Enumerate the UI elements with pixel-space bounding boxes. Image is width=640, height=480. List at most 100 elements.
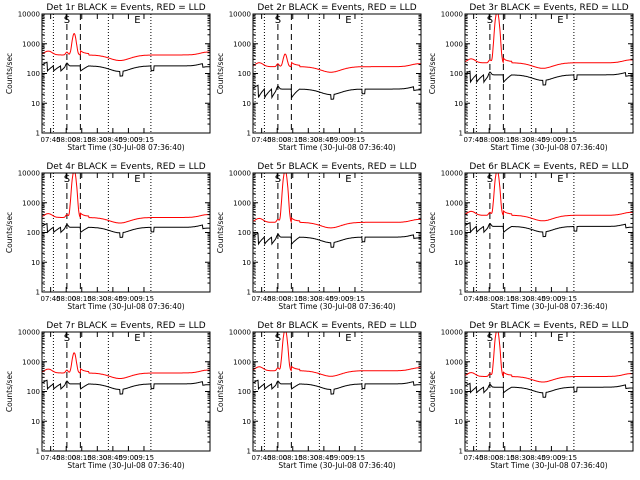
curves xyxy=(42,33,210,77)
panel: Det 9r BLACK = Events, RED = LLD 1 10 100 10… xyxy=(428,321,634,470)
x-axis-label: Start Time (30-Jul-08 07:36:40) xyxy=(490,461,607,470)
x-tick-label: 09:00 xyxy=(118,136,138,144)
x-tick-label: 09:15 xyxy=(134,454,154,462)
events-series-line xyxy=(253,84,421,100)
time-marker-label: S xyxy=(64,15,70,26)
x-tick-label: 09:00 xyxy=(541,454,561,462)
x-tick-label: 08:30 xyxy=(298,454,318,462)
x-tick-label: 09:00 xyxy=(541,295,561,303)
y-tick-label: 1000 xyxy=(22,358,40,366)
x-axis-label: Start Time (30-Jul-08 07:36:40) xyxy=(278,461,395,470)
panel-title: Det 9r BLACK = Events, RED = LLD xyxy=(469,321,628,331)
x-axis-label: Start Time (30-Jul-08 07:36:40) xyxy=(490,143,607,152)
y-tick-label: 1000 xyxy=(233,40,251,48)
panel-title: Det 3r BLACK = Events, RED = LLD xyxy=(469,3,628,13)
x-tick-label: 09:00 xyxy=(118,454,138,462)
y-tick-label: 10000 xyxy=(441,329,463,337)
lld-series-line xyxy=(465,332,633,383)
x-tick-label: 09:15 xyxy=(345,295,365,303)
x-axis-label: Start Time (30-Jul-08 07:36:40) xyxy=(278,143,395,152)
y-tick-label: 1000 xyxy=(22,40,40,48)
y-tick-label: 1000 xyxy=(233,358,251,366)
y-tick-label: 10 xyxy=(31,418,40,426)
panel-title: Det 7r BLACK = Events, RED = LLD xyxy=(46,321,205,331)
panel-title: Det 4r BLACK = Events, RED = LLD xyxy=(46,162,205,172)
x-tick-label: 08:45 xyxy=(103,136,123,144)
panel: Det 7r BLACK = Events, RED = LLD 1 10 100 10… xyxy=(5,321,211,470)
y-axis-label: Counts/sec xyxy=(428,371,437,412)
curves xyxy=(42,352,210,395)
events-series-line xyxy=(253,379,421,395)
curves xyxy=(465,173,633,238)
y-tick-label: 1 xyxy=(36,289,40,297)
x-tick-label: 08:15 xyxy=(283,295,303,303)
x-tick-label: 09:00 xyxy=(329,454,349,462)
time-marker-label: E xyxy=(134,174,140,185)
panel: Det 1r BLACK = Events, RED = LLD 1 10 100 10… xyxy=(5,3,211,152)
time-marker-label: S xyxy=(64,333,70,344)
time-marker-label: E xyxy=(345,333,351,344)
y-tick-label: 1 xyxy=(247,130,251,138)
x-tick-label: 07:45 xyxy=(252,295,272,303)
x-tick-label: 07:45 xyxy=(41,136,61,144)
x-tick-label: 08:30 xyxy=(510,454,530,462)
y-tick-label: 10 xyxy=(454,418,463,426)
y-axis-label: Counts/sec xyxy=(428,212,437,253)
x-tick-label: 08:00 xyxy=(479,136,499,144)
events-series-line xyxy=(465,221,633,238)
y-tick-label: 1 xyxy=(459,448,463,456)
x-tick-label: 08:00 xyxy=(479,295,499,303)
x-tick-label: 08:45 xyxy=(314,136,334,144)
lld-series-line xyxy=(42,33,210,61)
x-tick-label: 08:15 xyxy=(495,136,515,144)
lld-series-line xyxy=(253,173,421,229)
x-axis-label: Start Time (30-Jul-08 07:36:40) xyxy=(67,461,184,470)
x-tick-label: 08:15 xyxy=(72,454,92,462)
y-axis-label: Counts/sec xyxy=(5,53,14,94)
x-axis-label: Start Time (30-Jul-08 07:36:40) xyxy=(67,302,184,311)
lld-series-line xyxy=(253,53,421,73)
y-axis-label: Counts/sec xyxy=(216,371,225,412)
y-tick-label: 1000 xyxy=(22,199,40,207)
x-tick-label: 08:00 xyxy=(267,454,287,462)
x-tick-label: 08:00 xyxy=(56,454,76,462)
x-tick-label: 07:45 xyxy=(41,295,61,303)
y-tick-label: 100 xyxy=(450,70,463,78)
x-axis-label: Start Time (30-Jul-08 07:36:40) xyxy=(278,302,395,311)
time-marker-label: E xyxy=(557,174,563,185)
lld-series-line xyxy=(465,14,633,69)
x-tick-label: 07:45 xyxy=(252,454,272,462)
x-tick-label: 08:15 xyxy=(72,136,92,144)
x-tick-label: 09:15 xyxy=(557,136,577,144)
x-tick-label: 08:00 xyxy=(479,454,499,462)
curves xyxy=(42,173,210,238)
y-tick-label: 10000 xyxy=(441,170,463,178)
x-tick-label: 07:45 xyxy=(464,295,484,303)
events-series-line xyxy=(253,232,421,248)
x-tick-label: 09:00 xyxy=(541,136,561,144)
x-tick-label: 07:45 xyxy=(464,136,484,144)
time-marker-label: E xyxy=(134,333,140,344)
time-marker-label: E xyxy=(345,15,351,26)
time-marker-label: S xyxy=(487,15,493,26)
time-marker-label: S xyxy=(64,174,70,185)
x-tick-label: 08:15 xyxy=(283,136,303,144)
x-tick-label: 08:30 xyxy=(87,136,107,144)
y-tick-label: 10000 xyxy=(18,11,40,19)
time-marker-label: E xyxy=(557,333,563,344)
time-marker-label: S xyxy=(275,333,281,344)
panel: Det 5r BLACK = Events, RED = LLD 1 10 100 10… xyxy=(216,162,422,311)
panel-title: Det 5r BLACK = Events, RED = LLD xyxy=(257,162,416,172)
y-axis-label: Counts/sec xyxy=(216,212,225,253)
y-tick-label: 1 xyxy=(247,289,251,297)
x-tick-label: 08:45 xyxy=(103,295,123,303)
lld-series-line xyxy=(253,332,421,377)
events-series-line xyxy=(465,70,633,86)
x-tick-label: 08:30 xyxy=(298,295,318,303)
x-tick-label: 09:00 xyxy=(329,136,349,144)
y-tick-label: 100 xyxy=(27,229,40,237)
x-tick-label: 09:15 xyxy=(345,136,365,144)
events-series-line xyxy=(465,382,633,398)
lld-series-line xyxy=(465,173,633,222)
